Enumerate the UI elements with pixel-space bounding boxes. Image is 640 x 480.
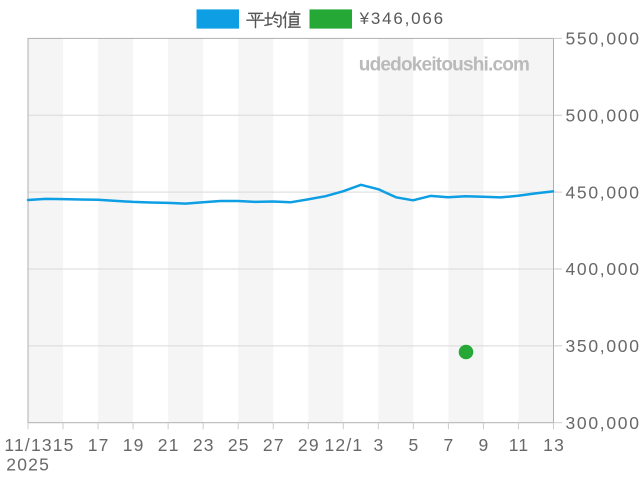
- svg-text:9: 9: [479, 435, 490, 455]
- svg-text:12/1: 12/1: [324, 435, 363, 455]
- svg-text:5: 5: [409, 435, 420, 455]
- svg-text:7: 7: [444, 435, 455, 455]
- svg-text:15: 15: [53, 435, 75, 455]
- svg-text:350,000: 350,000: [566, 336, 640, 356]
- svg-text:21: 21: [158, 435, 180, 455]
- svg-text:23: 23: [193, 435, 215, 455]
- svg-text:19: 19: [123, 435, 145, 455]
- svg-text:17: 17: [88, 435, 110, 455]
- svg-text:27: 27: [263, 435, 285, 455]
- svg-text:25: 25: [228, 435, 250, 455]
- svg-text:29: 29: [298, 435, 320, 455]
- svg-text:400,000: 400,000: [566, 259, 640, 279]
- svg-text:3: 3: [373, 435, 384, 455]
- svg-text:11/13: 11/13: [4, 435, 53, 455]
- svg-text:550,000: 550,000: [566, 29, 640, 49]
- svg-text:13: 13: [543, 435, 565, 455]
- svg-text:2025: 2025: [6, 455, 50, 475]
- svg-text:500,000: 500,000: [566, 105, 640, 125]
- svg-text:300,000: 300,000: [566, 413, 640, 433]
- svg-text:450,000: 450,000: [566, 182, 640, 202]
- svg-text:11: 11: [509, 435, 530, 455]
- svg-text:udedokeitoushi.com: udedokeitoushi.com: [359, 54, 529, 75]
- svg-text:¥346,066: ¥346,066: [359, 9, 445, 28]
